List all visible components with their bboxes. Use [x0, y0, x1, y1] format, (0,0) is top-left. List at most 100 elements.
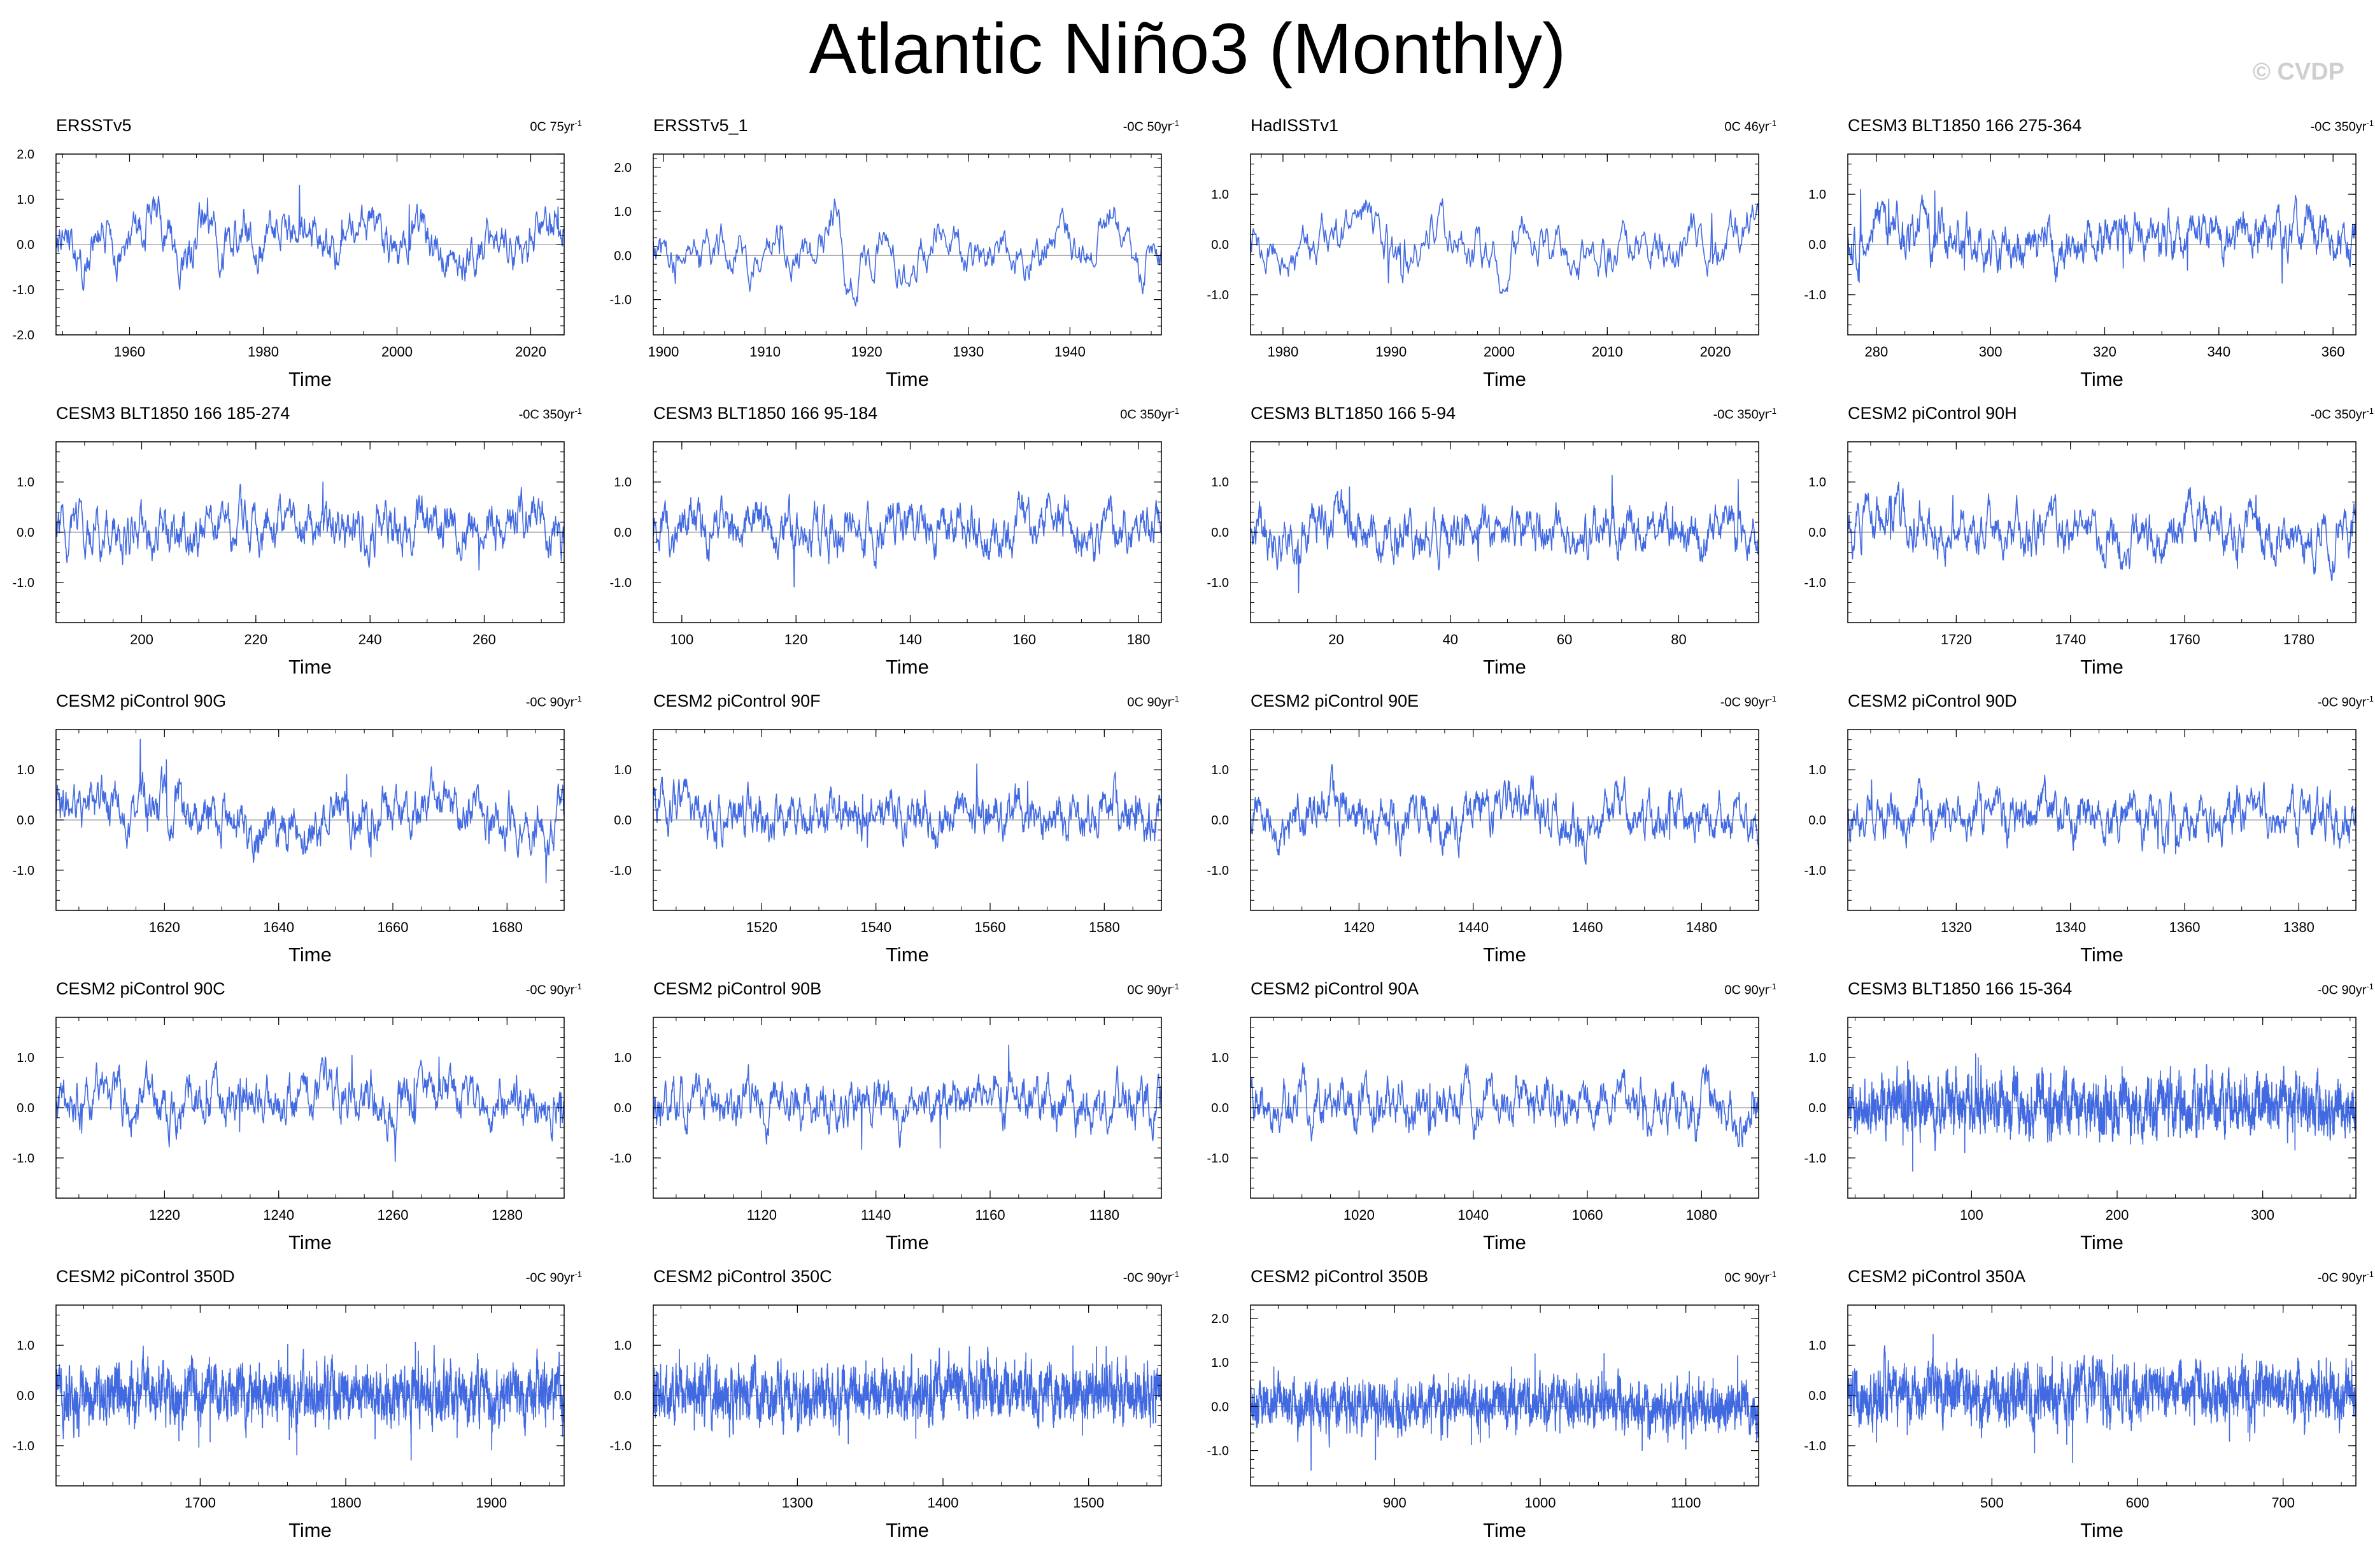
- y-tick-label: 0.0: [614, 249, 632, 263]
- x-tick-label: 1380: [2283, 919, 2315, 935]
- trend-label: -0C 350yr-1: [1713, 406, 1776, 423]
- trend-exponent: -1: [2366, 1269, 2374, 1279]
- x-tick-label: 1740: [2055, 632, 2086, 647]
- trend-exponent: -1: [574, 694, 582, 703]
- x-tick-label: 1700: [185, 1495, 216, 1511]
- x-tick-label: 300: [2251, 1207, 2274, 1223]
- series-line: [653, 763, 1162, 850]
- y-tick-label: -1.0: [13, 283, 34, 297]
- chart-panel: 1720 1740 1760 1780 1.0 0.0 -1.0 Time CESM2 piCo…: [1792, 402, 2375, 682]
- y-tick-label: 1.0: [17, 193, 34, 207]
- panel-title: CESM2 piControl 90D: [1848, 691, 2017, 710]
- trend-label: 0C 90yr-1: [1127, 694, 1179, 710]
- panel-title: CESM3 BLT1850 166 15-364: [1848, 979, 2073, 998]
- y-tick-label: 1.0: [17, 763, 34, 777]
- trend-value: -0C 90yr: [1123, 1271, 1172, 1285]
- y-tick-label: -1.0: [1804, 1152, 1826, 1166]
- chart-panel: 100 120 140 160 180 1.0 0.0 -1.0 Time CESM3 BLT18…: [597, 402, 1183, 682]
- x-tick-label: 260: [472, 632, 496, 647]
- y-tick-label: 1.0: [1211, 1051, 1229, 1065]
- y-tick-label: -1.0: [1207, 1444, 1229, 1459]
- y-tick-label: -1.0: [610, 1439, 632, 1453]
- trend-value: -0C 90yr: [2317, 1271, 2367, 1285]
- trend-label: -0C 350yr-1: [2311, 118, 2374, 135]
- series-line: [1250, 764, 1759, 865]
- trend-exponent: -1: [574, 1269, 582, 1279]
- panel-title: CESM2 piControl 90B: [653, 979, 822, 998]
- x-tick-label: 1940: [1054, 344, 1086, 360]
- y-tick-label: 1.0: [1211, 188, 1229, 202]
- series-line: [55, 1054, 565, 1162]
- y-tick-label: 0.0: [614, 526, 632, 540]
- x-tick-label: 1800: [330, 1495, 362, 1511]
- x-tick-label: 80: [1671, 632, 1686, 647]
- trend-exponent: -1: [1769, 982, 1776, 991]
- x-tick-label: 1910: [749, 344, 781, 360]
- x-tick-label: 600: [2126, 1495, 2150, 1511]
- x-tick-label: 1980: [248, 344, 279, 360]
- trend-value: -0C 350yr: [2310, 407, 2367, 422]
- y-tick-label: 1.0: [1808, 1339, 1826, 1353]
- x-tick-label: 160: [1012, 632, 1036, 647]
- y-tick-label: -1.0: [1207, 576, 1229, 590]
- chart-svg: 1300 1400 1500 1.0 0.0 -1.0 Time: [610, 1304, 1162, 1541]
- y-tick-label: 0.0: [1211, 238, 1229, 252]
- trend-exponent: -1: [1172, 982, 1179, 991]
- y-tick-label: 1.0: [1211, 763, 1229, 777]
- x-tick-label: 20: [1328, 632, 1343, 647]
- panel-title: CESM3 BLT1850 166 185-274: [56, 404, 290, 423]
- trend-value: 0C 90yr: [1724, 983, 1769, 998]
- x-tick-label: 1480: [1686, 919, 1717, 935]
- x-axis-label: Time: [2080, 368, 2123, 390]
- trend-value: -0C 90yr: [2317, 695, 2367, 710]
- x-tick-label: 1720: [1941, 632, 1972, 647]
- trend-label: -0C 350yr-1: [519, 406, 582, 423]
- trend-label: 0C 90yr-1: [1724, 982, 1776, 998]
- trend-exponent: -1: [2366, 694, 2374, 703]
- x-tick-label: 1080: [1686, 1207, 1717, 1223]
- x-tick-label: 1060: [1572, 1207, 1603, 1223]
- plot-frame: [653, 153, 1162, 335]
- y-tick-label: 1.0: [1808, 188, 1826, 202]
- trend-label: 0C 90yr-1: [1127, 982, 1179, 998]
- y-tick-label: 1.0: [614, 1339, 632, 1353]
- y-tick-label: 1.0: [1211, 476, 1229, 490]
- chart-panel: 1620 1640 1660 1680 1.0 0.0 -1.0 Time CESM2 piCo…: [0, 690, 586, 970]
- panel-title: ERSSTv5_1: [653, 116, 748, 135]
- x-tick-label: 2000: [1484, 344, 1515, 360]
- chart-panel: 1960 1980 2000 2020 2.0 1.0 0.0 -1.0 -2.0 Time ERS…: [0, 115, 586, 395]
- y-tick-label: 1.0: [1808, 1051, 1826, 1065]
- x-tick-label: 1460: [1572, 919, 1603, 935]
- y-tick-label: -1.0: [13, 576, 34, 590]
- x-tick-label: 1240: [263, 1207, 294, 1223]
- x-tick-label: 1100: [1671, 1495, 1701, 1511]
- series-line: [653, 198, 1162, 307]
- chart-svg: 1120 1140 1160 1180 1.0 0.0 -1.0 Time: [610, 1017, 1162, 1254]
- y-tick-label: 1.0: [1808, 763, 1826, 777]
- x-axis-label: Time: [1483, 1231, 1526, 1254]
- x-axis-label: Time: [886, 1231, 929, 1254]
- chart-panel: 1520 1540 1560 1580 1.0 0.0 -1.0 Time CESM2 piCo…: [597, 690, 1183, 970]
- panel-title: CESM3 BLT1850 166 5-94: [1251, 404, 1456, 423]
- x-tick-label: 1180: [1089, 1207, 1119, 1223]
- y-tick-label: 0.0: [17, 1101, 34, 1115]
- trend-value: -0C 350yr: [518, 407, 575, 422]
- series-line: [1847, 774, 2357, 854]
- y-tick-label: 0.0: [17, 814, 34, 828]
- series-line: [653, 1345, 1162, 1444]
- y-tick-label: 0.0: [614, 1101, 632, 1115]
- trend-exponent: -1: [1769, 406, 1776, 416]
- x-tick-label: 1340: [2055, 919, 2086, 935]
- y-tick-label: -1.0: [1207, 864, 1229, 878]
- trend-label: 0C 90yr-1: [1724, 1269, 1776, 1286]
- y-tick-label: 0.0: [1808, 238, 1826, 252]
- trend-label: -0C 90yr-1: [2318, 694, 2374, 710]
- x-tick-label: 1960: [114, 344, 145, 360]
- x-tick-label: 1400: [928, 1495, 959, 1511]
- y-tick-label: -1.0: [610, 576, 632, 590]
- chart-svg: 20 40 60 80 1.0 0.0 -1.0 Time: [1207, 441, 1759, 678]
- x-axis-label: Time: [288, 656, 332, 678]
- x-axis-label: Time: [288, 368, 332, 390]
- trend-value: -0C 90yr: [1720, 695, 1769, 710]
- x-axis-label: Time: [1483, 1519, 1526, 1541]
